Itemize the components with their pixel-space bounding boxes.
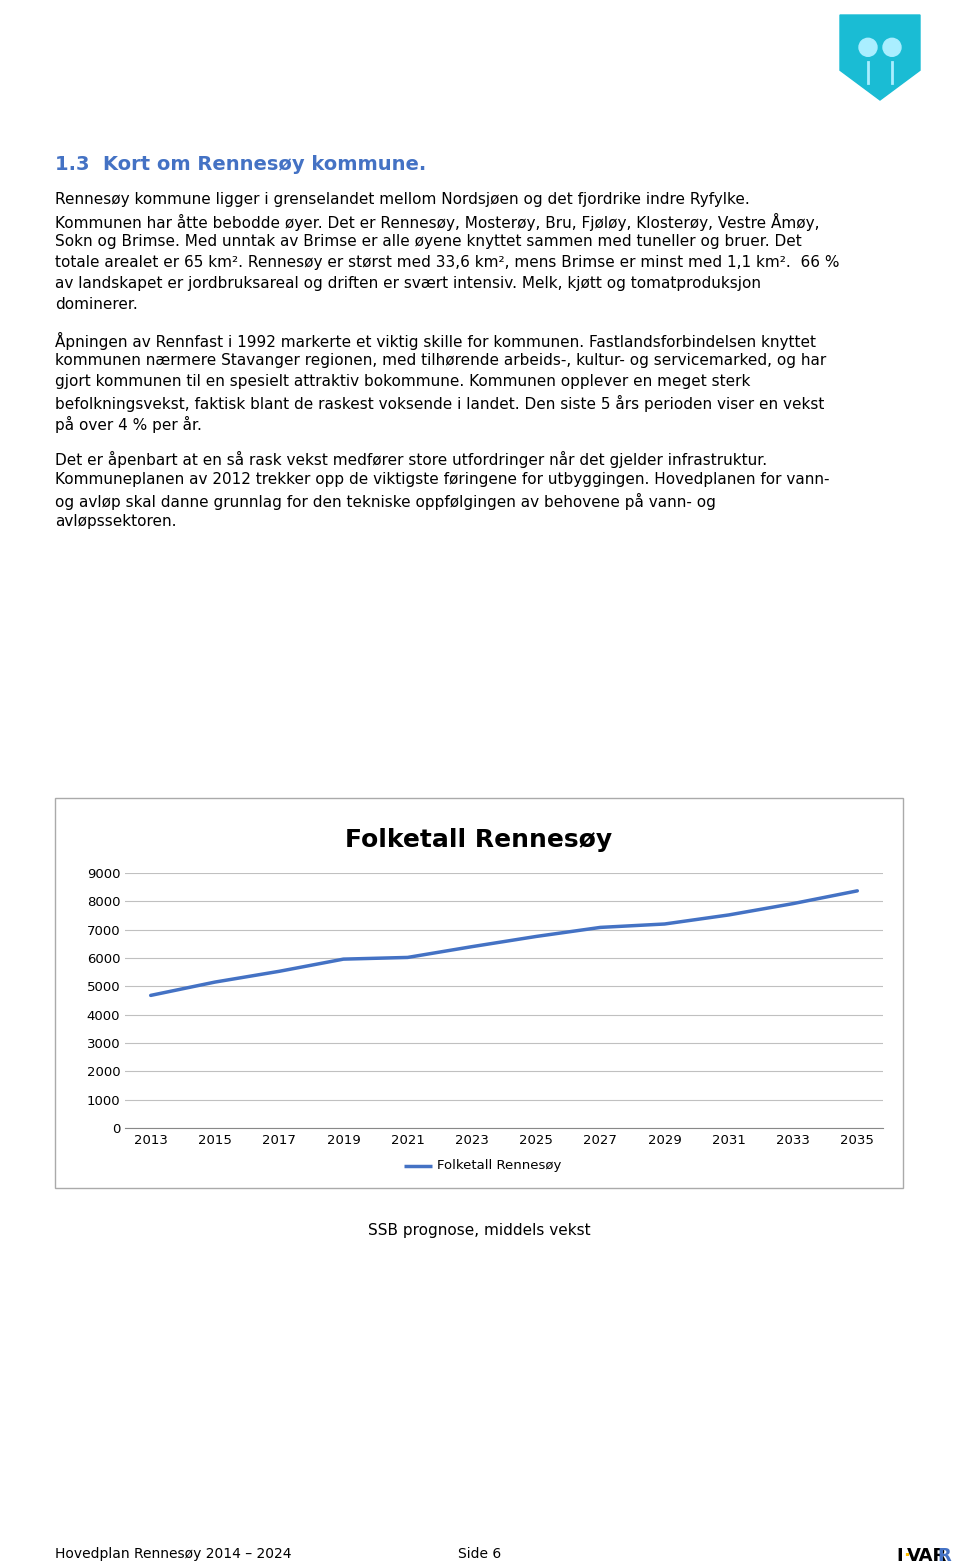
Text: totale arealet er 65 km². Rennesøy er størst med 33,6 km², mens Brimse er minst : totale arealet er 65 km². Rennesøy er st…	[55, 256, 839, 270]
Text: gjort kommunen til en spesielt attraktiv bokommune. Kommunen opplever en meget s: gjort kommunen til en spesielt attraktiv…	[55, 375, 751, 389]
Text: Folketall Rennesøy: Folketall Rennesøy	[346, 828, 612, 851]
Text: SSB prognose, middels vekst: SSB prognose, middels vekst	[368, 1223, 590, 1239]
Text: Rennesøy kommune ligger i grenselandet mellom Nordsjøen og det fjordrike indre R: Rennesøy kommune ligger i grenselandet m…	[55, 191, 750, 207]
Text: på over 4 % per år.: på over 4 % per år.	[55, 416, 202, 433]
Text: Side 6: Side 6	[458, 1548, 502, 1562]
Text: Folketall Rennesøy: Folketall Rennesøy	[437, 1159, 562, 1173]
Text: VAR: VAR	[907, 1548, 948, 1565]
Text: Det er åpenbart at en så rask vekst medfører store utfordringer når det gjelder : Det er åpenbart at en så rask vekst medf…	[55, 452, 767, 467]
Text: av landskapet er jordbruksareal og driften er svært intensiv. Melk, kjøtt og tom: av landskapet er jordbruksareal og drift…	[55, 276, 761, 292]
Text: Hovedplan Rennesøy 2014 – 2024: Hovedplan Rennesøy 2014 – 2024	[55, 1548, 292, 1562]
Circle shape	[883, 38, 901, 56]
Text: dominerer.: dominerer.	[55, 296, 137, 312]
Circle shape	[859, 38, 877, 56]
Text: befolkningsvekst, faktisk blant de raskest voksende i landet. Den siste 5 års pe: befolkningsvekst, faktisk blant de raske…	[55, 395, 825, 412]
Text: Åpningen av Rennfast i 1992 markerte et viktig skille for kommunen. Fastlandsfor: Åpningen av Rennfast i 1992 markerte et …	[55, 332, 816, 350]
Text: R: R	[937, 1548, 950, 1565]
Text: I: I	[897, 1548, 903, 1565]
Text: og avløp skal danne grunnlag for den tekniske oppfølgingen av behovene på vann- : og avløp skal danne grunnlag for den tek…	[55, 492, 716, 510]
Text: avløpssektoren.: avløpssektoren.	[55, 514, 177, 528]
Text: kommunen nærmere Stavanger regionen, med tilhørende arbeids-, kultur- og service: kommunen nærmere Stavanger regionen, med…	[55, 353, 827, 368]
Polygon shape	[840, 16, 920, 100]
Text: Kommuneplanen av 2012 trekker opp de viktigste føringene for utbyggingen. Hovedp: Kommuneplanen av 2012 trekker opp de vik…	[55, 472, 829, 488]
Text: Sokn og Brimse. Med unntak av Brimse er alle øyene knyttet sammen med tuneller o: Sokn og Brimse. Med unntak av Brimse er …	[55, 234, 802, 249]
Text: 1.3  Kort om Rennesøy kommune.: 1.3 Kort om Rennesøy kommune.	[55, 155, 426, 174]
Text: Kommunen har åtte bebodde øyer. Det er Rennesøy, Mosterøy, Bru, Fjøløy, Klosterø: Kommunen har åtte bebodde øyer. Det er R…	[55, 213, 820, 230]
FancyBboxPatch shape	[55, 798, 903, 1189]
Text: ·: ·	[903, 1548, 910, 1565]
